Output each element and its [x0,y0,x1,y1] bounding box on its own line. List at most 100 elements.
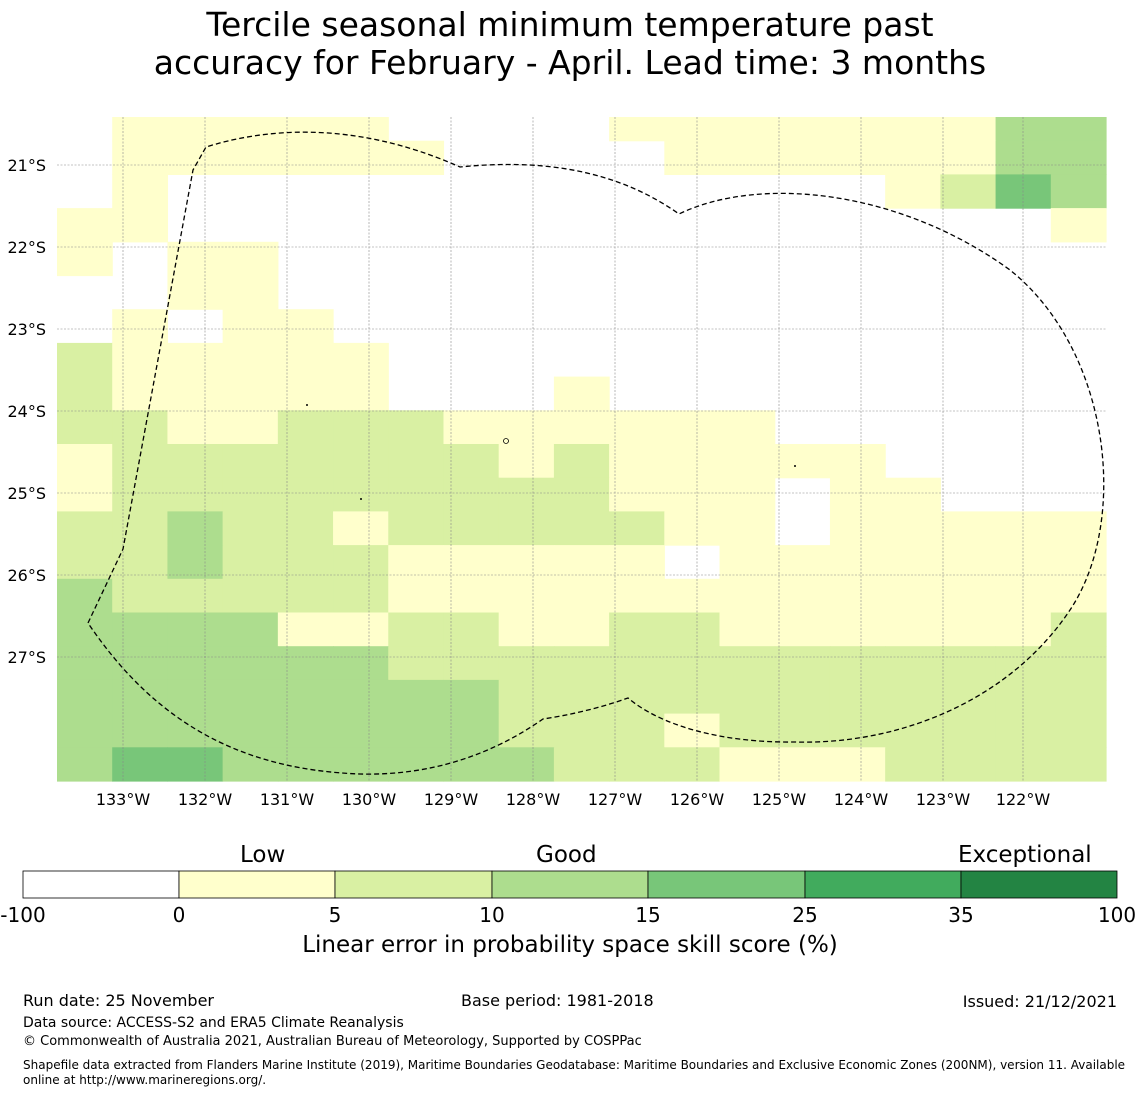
skill-cell [995,140,1052,175]
skill-cell [1050,679,1107,715]
skill-cell [443,612,500,647]
skill-cell [553,545,610,580]
skill-cell [498,646,555,681]
skill-cell [940,747,997,782]
skill-cell [1050,208,1107,243]
longitude-label: 133°W [96,790,151,809]
skill-cell [277,578,334,614]
skill-cell [112,444,169,479]
skill-cell [995,511,1052,546]
skill-cell [664,140,721,175]
colorbar-segment [22,870,180,899]
skill-cell [277,376,334,411]
skill-map: 21°S22°S23°S24°S25°S26°S27°S 133°W 132°W 1… [7,117,1107,809]
skill-cell [388,747,445,782]
skill-cell [498,747,555,782]
skill-cell [277,309,334,344]
skill-cell [940,646,997,681]
skill-cell [333,679,389,715]
skill-cell [664,612,721,647]
skill-cell [167,444,224,479]
longitude-label: 122°W [996,790,1051,809]
skill-cell [609,713,665,748]
skill-cell [333,545,389,580]
skill-cell [829,511,886,546]
colorbar-tick: 5 [328,903,342,927]
skill-cell [885,747,941,782]
skill-grid [57,117,1107,782]
skill-cell [112,612,169,647]
skill-cell [995,117,1052,142]
skill-cell [222,410,279,445]
skill-cell [885,679,941,715]
skill-cell [609,545,665,580]
skill-cell [1050,174,1107,209]
skill-cell [885,174,941,209]
skill-cell [774,140,831,175]
colorbar-segment [334,870,493,899]
skill-cell [885,117,941,142]
skill-cell [498,444,555,479]
longitude-label: 128°W [506,790,561,809]
skill-cell [829,477,886,512]
skill-cell [277,444,334,479]
graticule [57,117,1106,781]
skill-cell [609,646,665,681]
skill-cell [664,511,721,546]
skill-cell [719,140,776,175]
skill-cell [443,646,500,681]
skill-cell [388,679,445,715]
skill-cell [1050,612,1107,647]
skill-cell [498,713,555,748]
skill-cell [277,747,334,782]
skill-cell [333,747,389,782]
skill-cell [719,679,776,715]
skill-cell [774,545,831,580]
skill-cell [443,679,500,715]
skill-cell [277,646,334,681]
skill-cell [112,117,169,142]
skill-cell [57,612,113,647]
issued-date: Issued: 21/12/2021 [962,992,1117,1011]
skill-cell [774,444,831,479]
skill-cell [277,140,334,175]
skill-cell [498,477,555,512]
skill-cell [167,342,224,378]
skill-cell [388,511,445,546]
skill-cell [388,140,445,175]
skill-cell [609,117,665,142]
skill-cell [553,612,610,647]
skill-cell [553,376,610,411]
skill-cell [719,477,776,512]
skill-cell [609,511,665,546]
skill-cell [885,477,941,512]
latitude-label: 23°S [7,320,46,339]
skill-cell [112,477,169,512]
colorbar-segment [491,870,649,899]
skill-cell [1050,713,1107,748]
skill-cell [112,309,169,344]
skill-cell [1050,747,1107,782]
skill-cell [167,578,224,614]
latitude-label: 27°S [7,648,46,667]
colorbar-tick: -100 [0,903,46,927]
skill-cell [719,747,776,782]
skill-cell [388,578,445,614]
skill-cell [553,477,610,512]
island-markers [306,404,796,500]
skill-cell [443,545,500,580]
skill-cell [167,545,224,580]
skill-cell [112,174,169,209]
skill-cell [277,679,334,715]
skill-cell [829,117,886,142]
skill-cell [995,578,1052,614]
skill-cell [112,747,169,782]
skill-cell [498,410,555,445]
skill-cell [167,679,224,715]
skill-cell [995,679,1052,715]
skill-cell [498,612,555,647]
skill-cell [1050,545,1107,580]
skill-cell [719,511,776,546]
skill-cell [277,511,334,546]
skill-cell [443,578,500,614]
